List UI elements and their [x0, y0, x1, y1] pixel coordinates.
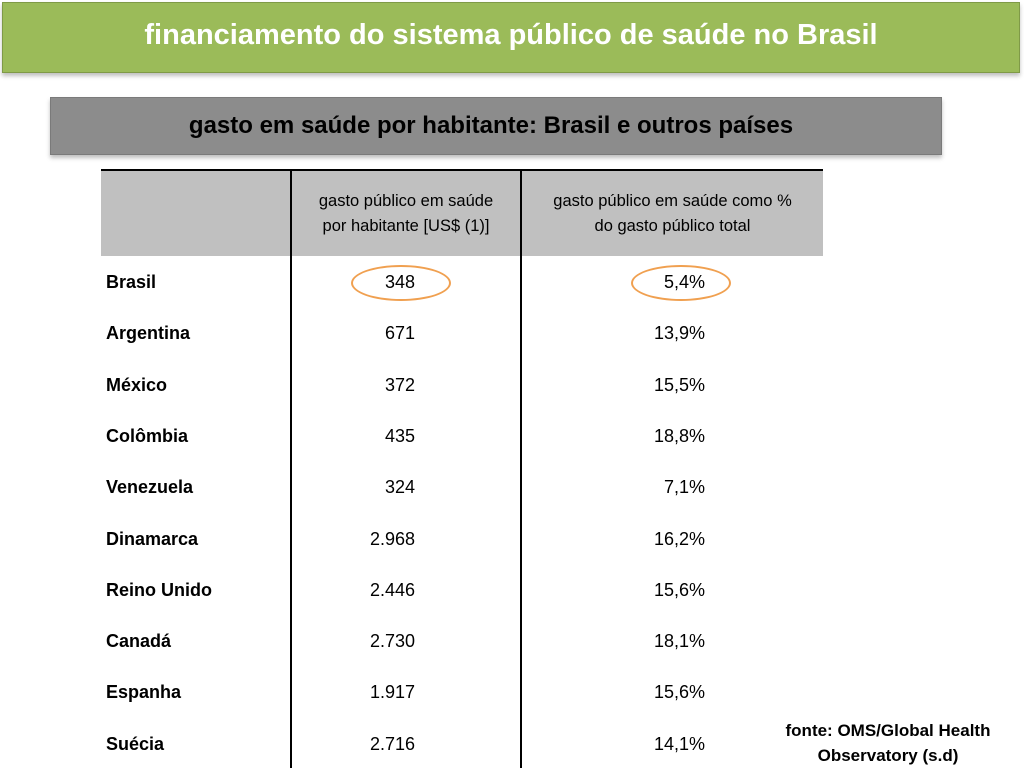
per-capita-value: 1.917: [369, 682, 415, 703]
table-row: Suécia 2.716 14,1%: [101, 719, 823, 768]
per-capita-value: 671: [384, 323, 415, 344]
column-header-per-capita-line1: gasto público em saúde: [318, 191, 494, 210]
source-line1: fonte: OMS/Global Health: [785, 721, 991, 740]
table-row: Reino Unido 2.446 15,6%: [101, 565, 823, 616]
country-name: Suécia: [106, 733, 165, 754]
per-capita-value: 2.716: [369, 733, 415, 754]
per-capita-value: 435: [384, 425, 415, 446]
table-row: Venezuela 324 7,1%: [101, 462, 823, 513]
country-name: Argentina: [106, 323, 191, 344]
table-row: Dinamarca 2.968 16,2%: [101, 514, 823, 565]
column-header-per-capita-line2: por habitante [US$ (1)]: [322, 216, 490, 235]
pct-total-value: 14,1%: [653, 733, 705, 754]
per-capita-value: 2.968: [369, 528, 415, 549]
table-row: Argentina 671 13,9%: [101, 308, 823, 359]
column-header-pct-total-line2: do gasto público total: [594, 216, 751, 235]
pct-total-value: 13,9%: [653, 323, 705, 344]
page-subtitle: gasto em saúde por habitante: Brasil e o…: [188, 112, 794, 139]
country-name: México: [106, 374, 168, 395]
per-capita-value: 324: [384, 477, 415, 498]
column-divider: [520, 171, 522, 768]
column-header-pct-total-line1: gasto público em saúde como %: [553, 191, 792, 210]
pct-total-value: 15,6%: [653, 579, 705, 600]
country-name: Canadá: [106, 631, 172, 652]
column-divider: [290, 171, 292, 768]
highlight-ellipse-per-capita: [351, 265, 451, 301]
country-name: Brasil: [106, 272, 157, 292]
source-note: fonte: OMS/Global Health Observatory (s.…: [752, 718, 1024, 768]
table-header-row: [101, 171, 823, 256]
pct-total-value: 15,6%: [653, 682, 705, 703]
per-capita-value: 2.446: [369, 579, 415, 600]
country-name: Reino Unido: [106, 579, 212, 600]
pct-total-value: 18,1%: [653, 631, 705, 652]
per-capita-value: 2.730: [369, 631, 415, 652]
pct-total-value: 15,5%: [653, 374, 705, 395]
highlight-ellipse-pct-total: [631, 265, 731, 301]
pct-total-value: 7,1%: [663, 477, 705, 498]
table-row: Canadá 2.730 18,1%: [101, 616, 823, 667]
country-name: Dinamarca: [106, 528, 199, 549]
pct-total-value: 18,8%: [653, 425, 705, 446]
subtitle-banner: gasto em saúde por habitante: Brasil e o…: [50, 97, 942, 155]
column-header-pct-total: gasto público em saúde como % do gasto p…: [522, 171, 823, 256]
column-header-per-capita: gasto público em saúde por habitante [US…: [292, 171, 520, 256]
table-row: Colômbia 435 18,8%: [101, 411, 823, 462]
page-title: financiamento do sistema público de saúd…: [144, 19, 878, 51]
country-name: Colômbia: [106, 425, 189, 446]
pct-total-value: 16,2%: [653, 528, 705, 549]
country-name: Espanha: [106, 682, 182, 703]
country-name: Venezuela: [106, 477, 194, 498]
source-line2: Observatory (s.d): [817, 746, 959, 765]
health-spending-table: gasto público em saúde por habitante [US…: [101, 169, 823, 768]
table-top-border: [101, 169, 823, 171]
per-capita-value: 372: [384, 374, 415, 395]
table-row: México 372 15,5%: [101, 360, 823, 411]
table-row: Espanha 1.917 15,6%: [101, 667, 823, 718]
title-banner: financiamento do sistema público de saúd…: [2, 2, 1020, 73]
